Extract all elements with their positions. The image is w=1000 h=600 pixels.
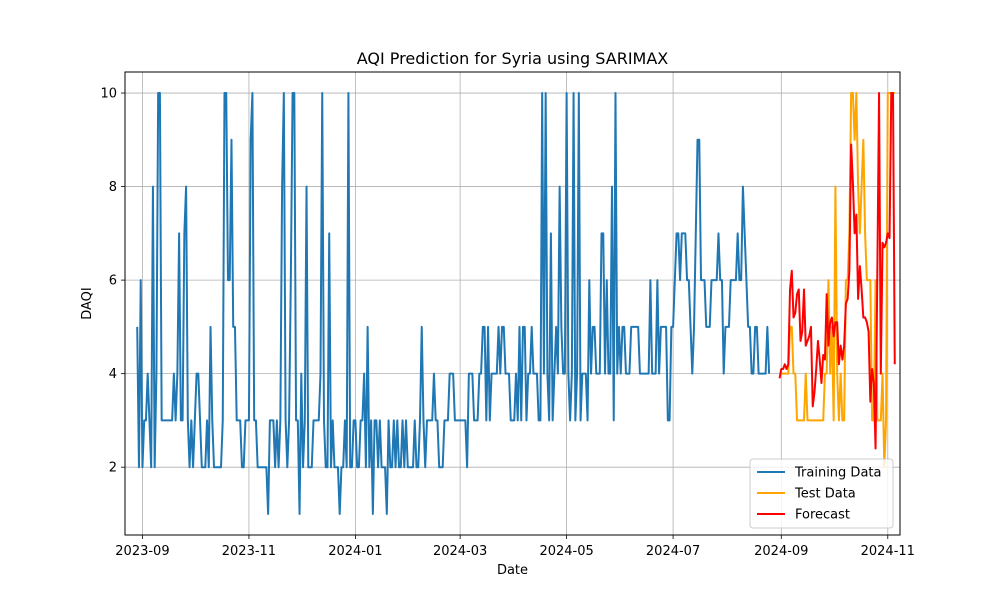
x-tick-label: 2023-11: [222, 544, 276, 559]
legend-label: Test Data: [794, 487, 856, 502]
x-tick-label: 2024-11: [861, 544, 915, 559]
chart-title: AQI Prediction for Syria using SARIMAX: [357, 49, 669, 68]
series-line-test-data: [779, 92, 895, 469]
y-tick-label: 6: [109, 274, 117, 289]
legend-box: [749, 458, 894, 529]
x-tick-label: 2023-09: [115, 544, 169, 559]
y-tick-label: 10: [100, 87, 117, 102]
x-tick-label: 2024-05: [539, 544, 593, 559]
ticks: 2023-09 2023-11 2024-01 2024-03 2024-05 2024-…: [100, 87, 914, 559]
legend-label: Forecast: [795, 508, 850, 523]
x-tick-label: 2024-09: [754, 544, 808, 559]
x-tick-label: 2024-07: [646, 544, 700, 559]
y-tick-label: 8: [109, 180, 117, 195]
plot-frame: [124, 71, 901, 536]
legend: Training Data Test Data Forecast: [749, 458, 894, 529]
series-line-training-data: [136, 92, 771, 515]
y-axis-label: DAQI: [80, 287, 95, 320]
x-tick-label: 2024-03: [433, 544, 487, 559]
y-tick-label: 2: [109, 461, 117, 476]
legend-label: Training Data: [794, 466, 881, 481]
series-line-forecast: [778, 92, 896, 450]
series-layer: [136, 92, 896, 515]
x-tick-label: 2024-01: [328, 544, 382, 559]
y-tick-label: 4: [109, 367, 117, 382]
x-axis-label: Date: [497, 563, 528, 578]
